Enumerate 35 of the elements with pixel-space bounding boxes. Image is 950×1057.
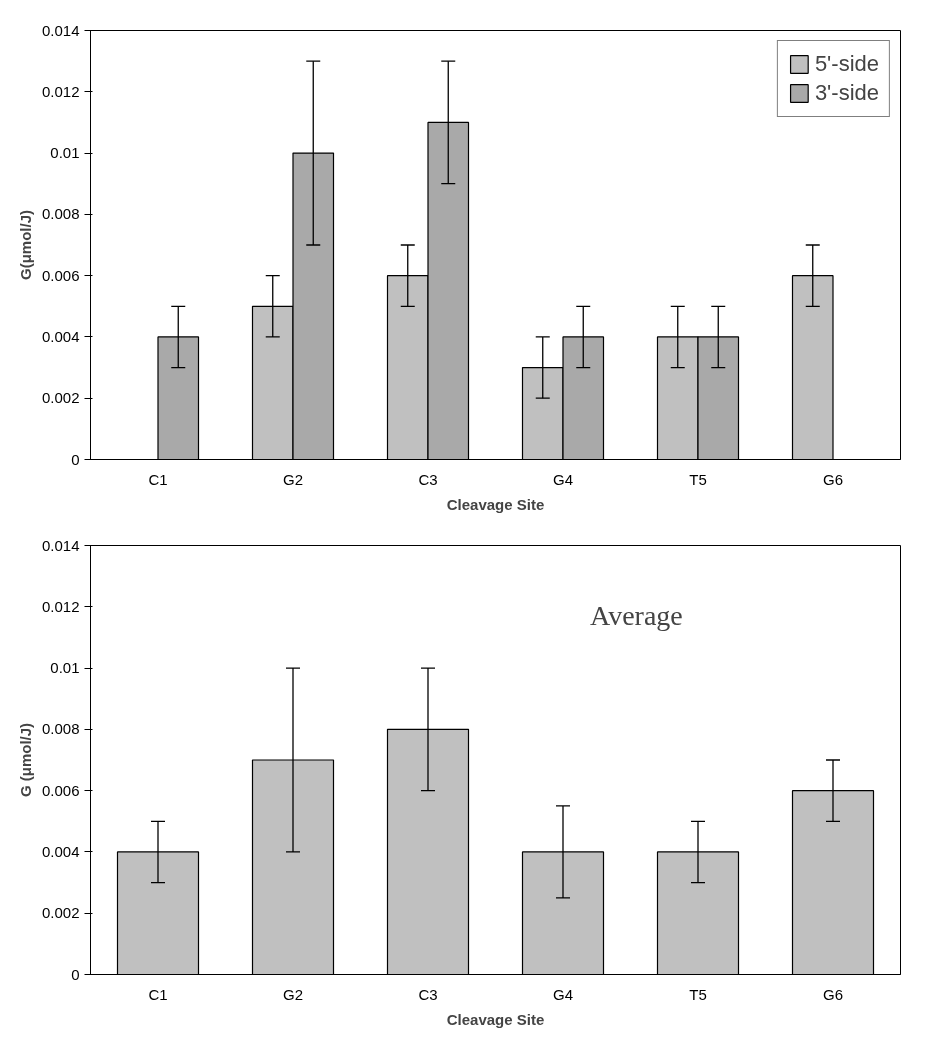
x-tick-label: C1 [148, 985, 168, 1003]
y-tick-label: 0.008 [41, 205, 80, 223]
y-tick-label: 0 [71, 965, 80, 983]
y-axis-title: G (μmol/J) [16, 722, 34, 798]
y-tick-label: 0.002 [41, 389, 80, 407]
x-tick-label: C3 [418, 985, 438, 1003]
legend-label: 5'-side [814, 51, 879, 77]
x-tick-label: G4 [553, 470, 574, 488]
x-tick-label: T5 [689, 470, 707, 488]
y-tick-label: 0.014 [41, 536, 80, 554]
y-tick-label: 0.01 [50, 144, 80, 162]
x-tick-label: G6 [823, 470, 844, 488]
y-tick-label: 0.012 [41, 597, 80, 615]
x-tick-label: T5 [689, 985, 707, 1003]
x-tick-label: G6 [823, 985, 844, 1003]
x-tick-label: C3 [418, 470, 438, 488]
y-axis-title: G(μmol/J) [16, 209, 34, 281]
y-tick-label: 0.002 [41, 904, 80, 922]
y-tick-label: 0.008 [41, 720, 80, 738]
y-tick-label: 0.01 [50, 659, 80, 677]
x-axis-title: Cleavage Site [446, 1010, 545, 1028]
y-tick-label: 0.014 [41, 21, 80, 39]
y-tick-label: 0.012 [41, 82, 80, 100]
x-tick-label: G2 [283, 470, 304, 488]
x-tick-label: G4 [553, 985, 574, 1003]
x-tick-label: C1 [148, 470, 168, 488]
y-tick-label: 0.006 [41, 266, 80, 284]
annotation: Average [590, 600, 683, 632]
y-tick-label: 0 [71, 450, 80, 468]
y-tick-label: 0.004 [41, 842, 80, 860]
legend-label: 3'-side [814, 80, 879, 106]
y-tick-label: 0.006 [41, 781, 80, 799]
x-axis-title: Cleavage Site [446, 495, 545, 513]
y-tick-label: 0.004 [41, 327, 80, 345]
x-tick-label: G2 [283, 985, 304, 1003]
